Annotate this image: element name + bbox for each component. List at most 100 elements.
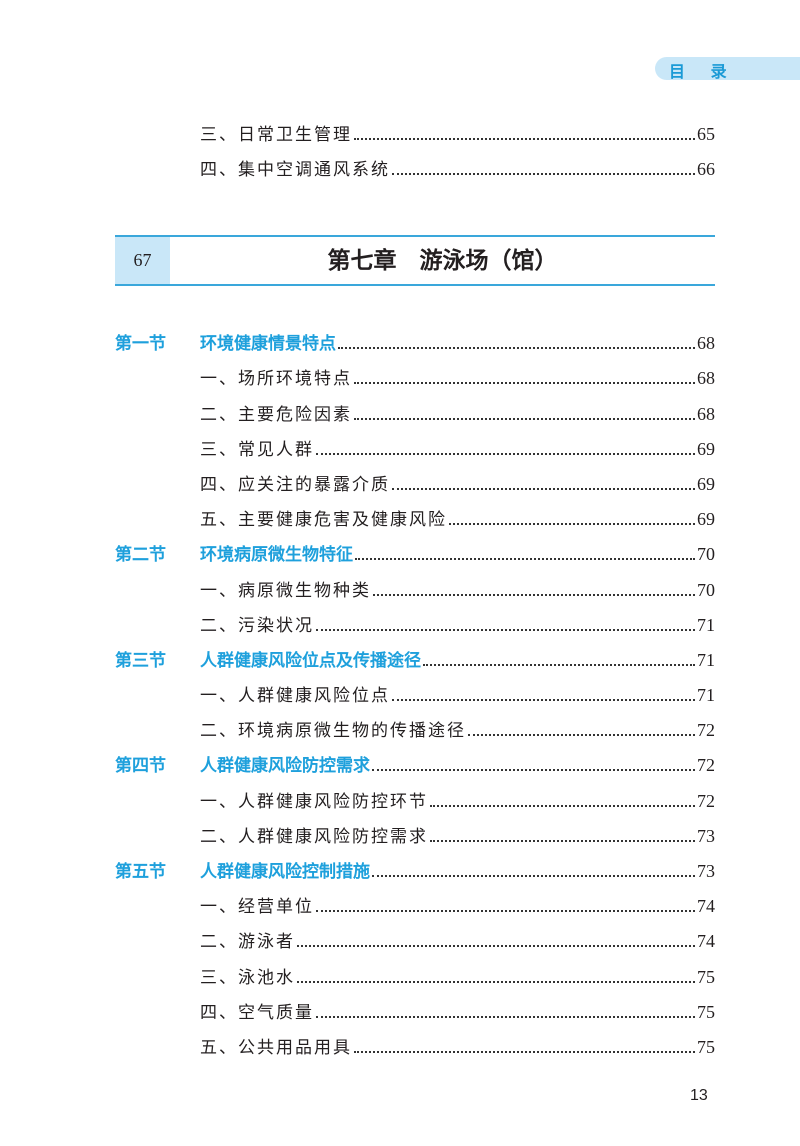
entry-label: 一、经营单位 [115, 892, 314, 917]
toc-entries: 第一节 环境健康情景特点 68 一、场所环境特点 68 二、主要危险因素 68 三、常见人群 6… [115, 319, 715, 1058]
toc-subentry[interactable]: 一、病原微生物种类 70 [115, 565, 715, 601]
entry-title: 人群健康风险控制措施 [200, 862, 370, 882]
leader-dots [449, 523, 695, 526]
entry-label: 第三节 人群健康风险位点及传播途径 [115, 646, 421, 671]
entry-title: 一、病原微生物种类 [200, 580, 371, 601]
entry-label: 三、泳池水 [115, 963, 295, 988]
entry-label: 四、集中空调通风系统 [115, 155, 390, 180]
entry-title: 二、主要危险因素 [200, 404, 352, 425]
entry-label: 第一节 环境健康情景特点 [115, 329, 336, 354]
entry-title: 二、环境病原微生物的传播途径 [200, 721, 466, 742]
entry-label: 一、人群健康风险防控环节 [115, 787, 428, 812]
leader-dots [316, 628, 695, 631]
leader-dots [430, 839, 695, 842]
entry-label: 第二节 环境病原微生物特征 [115, 540, 353, 565]
chapter-heading: 67 第七章 游泳场（馆） [115, 235, 715, 286]
entry-title: 环境健康情景特点 [200, 334, 336, 355]
entry-title: 一、场所环境特点 [200, 369, 352, 390]
entry-page-number: 69 [697, 473, 715, 494]
entry-page-number: 69 [697, 438, 715, 459]
toc-header-tab: 目 录 [655, 57, 800, 81]
entry-page-number: 71 [697, 649, 715, 670]
toc-subentry[interactable]: 三、泳池水 75 [115, 952, 715, 988]
previous-chapter-items: 三、日常卫生管理 65 四、集中空调通风系统 66 [115, 110, 715, 180]
entry-title: 一、经营单位 [200, 897, 314, 918]
entry-page-number: 70 [697, 544, 715, 565]
entry-label: 一、人群健康风险位点 [115, 681, 390, 706]
toc-subentry[interactable]: 五、主要健康危害及健康风险 69 [115, 495, 715, 530]
leader-dots [392, 487, 695, 490]
leader-dots [392, 699, 695, 702]
toc-subentry[interactable]: 三、日常卫生管理 65 [115, 110, 715, 145]
toc-section-entry[interactable]: 第二节 环境病原微生物特征 70 [115, 530, 715, 565]
leader-dots [373, 593, 695, 596]
entry-title: 三、日常卫生管理 [200, 125, 352, 146]
toc-section-entry[interactable]: 第五节 人群健康风险控制措施 73 [115, 847, 715, 882]
entry-page-number: 70 [697, 579, 715, 600]
entry-page-number: 71 [697, 614, 715, 635]
entry-page-number: 73 [697, 861, 715, 881]
section-number: 第二节 [115, 545, 166, 566]
toc-subentry[interactable]: 一、人群健康风险防控环节 72 [115, 776, 715, 812]
entry-page-number: 71 [697, 685, 715, 706]
leader-dots [392, 173, 695, 176]
entry-page-number: 72 [697, 790, 715, 811]
toc-section-entry[interactable]: 第一节 环境健康情景特点 68 [115, 319, 715, 354]
entry-label: 四、应关注的暴露介质 [115, 470, 390, 495]
section-number: 第五节 [115, 862, 166, 882]
entry-title: 四、空气质量 [200, 1002, 314, 1023]
entry-page-number: 66 [697, 159, 715, 180]
leader-dots [316, 452, 695, 455]
leader-dots [423, 663, 695, 666]
entry-label: 二、污染状况 [115, 611, 314, 636]
entry-title: 三、泳池水 [200, 967, 295, 988]
leader-dots [468, 734, 695, 737]
entry-label: 五、公共用品用具 [115, 1033, 352, 1058]
leader-dots [338, 347, 695, 350]
leader-dots [354, 1050, 695, 1053]
entry-label: 一、场所环境特点 [115, 364, 352, 389]
leader-dots [297, 945, 695, 948]
toc-subentry[interactable]: 二、污染状况 71 [115, 601, 715, 636]
toc-subentry[interactable]: 二、游泳者 74 [115, 917, 715, 952]
entry-title: 人群健康风险位点及传播途径 [200, 650, 421, 671]
entry-label: 五、主要健康危害及健康风险 [115, 505, 447, 530]
toc-subentry[interactable]: 二、主要危险因素 68 [115, 389, 715, 425]
entry-page-number: 75 [697, 966, 715, 987]
leader-dots [355, 558, 695, 561]
chapter-page-number: 67 [115, 237, 170, 284]
entry-label: 一、病原微生物种类 [115, 576, 371, 601]
entry-label: 第五节 人群健康风险控制措施 [115, 857, 370, 882]
entry-title: 一、人群健康风险位点 [200, 686, 390, 707]
entry-page-number: 68 [697, 333, 715, 354]
toc-section-entry[interactable]: 第四节 人群健康风险防控需求 72 [115, 741, 715, 776]
toc-subentry[interactable]: 一、场所环境特点 68 [115, 354, 715, 389]
toc-subentry[interactable]: 一、人群健康风险位点 71 [115, 671, 715, 706]
toc-subentry[interactable]: 五、公共用品用具 75 [115, 1023, 715, 1058]
entry-page-number: 65 [697, 124, 715, 145]
toc-subentry[interactable]: 一、经营单位 74 [115, 882, 715, 917]
toc-subentry[interactable]: 三、常见人群 69 [115, 425, 715, 460]
entry-page-number: 74 [697, 931, 715, 952]
toc-section-entry[interactable]: 第三节 人群健康风险位点及传播途径 71 [115, 636, 715, 671]
leader-dots [297, 980, 695, 983]
page-number: 13 [690, 1087, 708, 1104]
entry-page-number: 75 [697, 1001, 715, 1022]
entry-page-number: 75 [697, 1036, 715, 1057]
entry-label: 三、日常卫生管理 [115, 120, 352, 145]
entry-page-number: 74 [697, 896, 715, 917]
leader-dots [354, 382, 695, 385]
entry-title: 人群健康风险防控需求 [200, 756, 370, 777]
toc-subentry[interactable]: 四、集中空调通风系统 66 [115, 145, 715, 180]
toc-subentry[interactable]: 二、环境病原微生物的传播途径 72 [115, 706, 715, 741]
leader-dots [430, 804, 695, 807]
toc-subentry[interactable]: 二、人群健康风险防控需求 73 [115, 812, 715, 847]
leader-dots [316, 910, 695, 913]
toc-subentry[interactable]: 四、应关注的暴露介质 69 [115, 460, 715, 495]
section-number: 第三节 [115, 650, 166, 671]
toc-subentry[interactable]: 四、空气质量 75 [115, 988, 715, 1023]
entry-page-number: 72 [697, 755, 715, 776]
entry-title: 二、人群健康风险防控需求 [200, 826, 428, 847]
entry-title: 二、污染状况 [200, 615, 314, 636]
entry-title: 一、人群健康风险防控环节 [200, 791, 428, 812]
